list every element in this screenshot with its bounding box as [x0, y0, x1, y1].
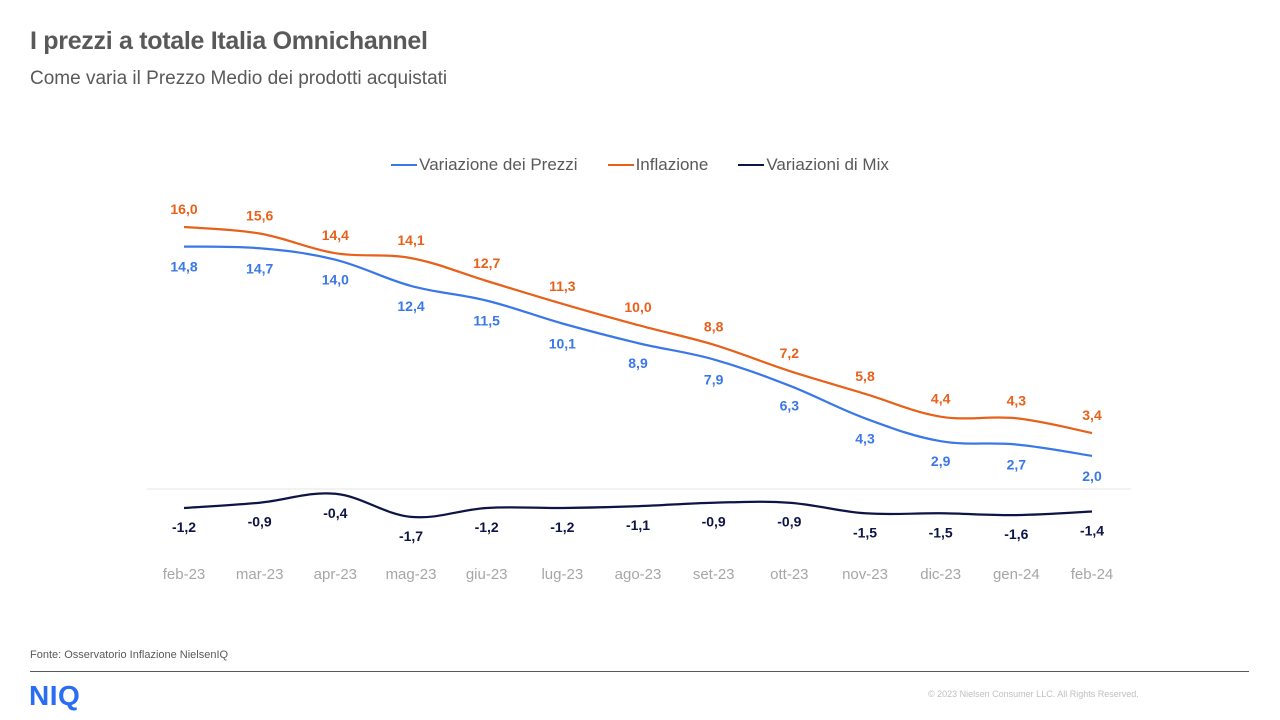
legend-swatch-prezzi — [391, 164, 418, 166]
legend-label-prezzi: Variazione dei Prezzi — [419, 155, 578, 174]
data-label-prezzi: 12,4 — [397, 298, 424, 314]
data-label-inflazione: 8,8 — [704, 319, 724, 335]
series-line-prezzi — [183, 245, 1093, 458]
series-line-mix — [183, 492, 1093, 519]
data-label-mix: -1,5 — [929, 524, 953, 540]
legend-item-mix: Variazioni di Mix — [738, 155, 889, 175]
chart-legend: Variazione dei Prezzi Inflazione Variazi… — [0, 155, 1280, 175]
x-tick-label: mar-23 — [236, 566, 284, 583]
data-label-prezzi: 14,7 — [246, 260, 273, 276]
chart-title: I prezzi a totale Italia Omnichannel — [30, 27, 428, 55]
data-label-mix: -1,5 — [853, 524, 877, 540]
x-tick-label: giu-23 — [466, 566, 508, 583]
legend-label-mix: Variazioni di Mix — [766, 155, 889, 174]
data-label-mix: -1,2 — [172, 519, 196, 535]
data-label-inflazione: 4,3 — [1007, 392, 1027, 408]
data-label-inflazione: 14,4 — [322, 227, 349, 243]
data-label-layer: 14,8 14,7 14,0 12,4 11,5 10,1 8,9 7,9 6,3 4,3 2,9 2… — [170, 201, 1104, 544]
data-label-prezzi: 10,1 — [549, 335, 576, 351]
x-tick-label: feb-24 — [1071, 566, 1114, 583]
data-label-mix: -0,9 — [248, 514, 272, 530]
data-label-mix: -1,2 — [475, 519, 499, 535]
x-tick-label: ott-23 — [770, 566, 808, 583]
x-tick-label: feb-23 — [163, 566, 206, 583]
data-label-inflazione: 5,8 — [855, 368, 875, 384]
data-label-prezzi: 7,9 — [704, 371, 724, 387]
series-layer — [183, 225, 1093, 519]
legend-item-inflazione: Inflazione — [607, 155, 709, 175]
data-label-inflazione: 7,2 — [780, 345, 800, 361]
data-label-mix: -0,4 — [323, 505, 347, 521]
x-tick-label: gen-24 — [993, 566, 1040, 583]
data-label-inflazione: 14,1 — [397, 232, 424, 248]
data-label-prezzi: 8,9 — [628, 355, 648, 371]
legend-swatch-inflazione — [607, 164, 634, 166]
legend-item-prezzi: Variazione dei Prezzi — [391, 155, 578, 175]
data-label-inflazione: 12,7 — [473, 255, 500, 271]
data-label-inflazione: 10,0 — [624, 299, 651, 315]
x-tick-label: mag-23 — [386, 566, 437, 583]
data-label-prezzi: 6,3 — [780, 398, 800, 414]
data-label-inflazione: 16,0 — [170, 201, 197, 217]
copyright-text: © 2023 Nielsen Consumer LLC. All Rights … — [928, 689, 1139, 699]
data-label-prezzi: 4,3 — [855, 430, 875, 446]
x-tick-label: dic-23 — [920, 566, 961, 583]
x-tick-label: nov-23 — [842, 566, 888, 583]
x-tick-label: apr-23 — [314, 566, 357, 583]
x-axis: feb-23 mar-23 apr-23 mag-23 giu-23 lug-23 ago-… — [163, 566, 1114, 583]
data-label-inflazione: 3,4 — [1082, 407, 1102, 423]
data-label-mix: -1,4 — [1080, 523, 1104, 539]
data-label-prezzi: 2,0 — [1082, 468, 1102, 484]
x-tick-label: ago-23 — [615, 566, 662, 583]
data-label-mix: -0,9 — [777, 514, 801, 530]
data-label-mix: -0,9 — [702, 514, 726, 530]
data-label-mix: -1,2 — [550, 519, 574, 535]
data-label-prezzi: 2,9 — [931, 453, 951, 469]
data-label-inflazione: 11,3 — [549, 278, 576, 294]
data-label-mix: -1,1 — [626, 517, 650, 533]
legend-label-inflazione: Inflazione — [635, 155, 709, 174]
series-line-inflazione — [183, 225, 1093, 435]
x-tick-label: set-23 — [693, 566, 735, 583]
data-label-prezzi: 11,5 — [473, 313, 500, 329]
x-tick-label: lug-23 — [541, 566, 583, 583]
niq-logo: NIQ — [29, 680, 81, 711]
footer-divider — [30, 671, 1249, 672]
data-label-inflazione: 4,4 — [931, 391, 951, 407]
data-label-inflazione: 15,6 — [246, 208, 273, 224]
data-label-prezzi: 14,8 — [170, 259, 197, 275]
legend-swatch-mix — [738, 164, 765, 166]
data-label-prezzi: 2,7 — [1007, 456, 1027, 472]
data-label-mix: -1,6 — [1004, 526, 1028, 542]
chart-subtitle: Come varia il Prezzo Medio dei prodotti … — [30, 68, 448, 89]
data-label-prezzi: 14,0 — [322, 272, 349, 288]
source-note: Fonte: Osservatorio Inflazione NielsenIQ — [30, 649, 229, 661]
data-label-mix: -1,7 — [399, 528, 423, 544]
